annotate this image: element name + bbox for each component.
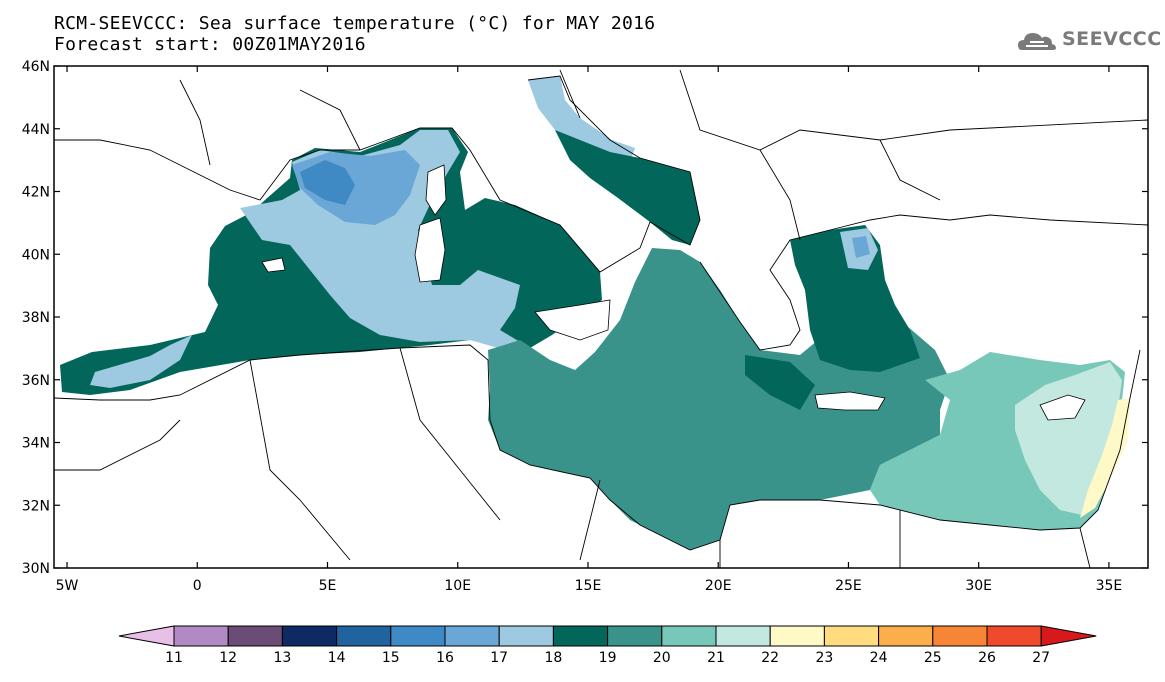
colorbar-swatch xyxy=(336,625,392,647)
lat-tick-label: 46N xyxy=(22,59,50,75)
lon-tick-label: 0 xyxy=(193,578,202,594)
colorbar-tick-label: 26 xyxy=(978,650,996,666)
colorbar-swatch xyxy=(607,625,663,647)
colorbar-tick-label: 25 xyxy=(923,650,942,666)
lon-tick-label: 15E xyxy=(575,578,602,594)
lat-tick-label: 36N xyxy=(22,373,50,389)
lat-tick-label: 40N xyxy=(22,247,50,263)
colorbar-tick-label: 13 xyxy=(273,650,292,666)
lon-tick-label: 10E xyxy=(444,578,471,594)
lon-tick-label: 20E xyxy=(705,578,732,594)
colorbar-over-triangle xyxy=(1040,625,1097,647)
lat-tick-label: 32N xyxy=(22,498,50,514)
colorbar-swatch xyxy=(281,625,338,647)
sst-zone-lion-16 xyxy=(300,160,355,205)
latitude-axis: 46N 44N 42N 40N 38N 36N 34N 32N 30N xyxy=(22,59,1148,577)
colorbar-swatch xyxy=(552,625,609,647)
colorbar-swatch xyxy=(661,625,717,647)
colorbar-tick-label: 19 xyxy=(598,650,617,666)
colorbar-swatch xyxy=(444,625,500,647)
island-crete xyxy=(814,391,886,411)
colorbar-swatch xyxy=(715,625,771,647)
sst-zone-crete-19 xyxy=(745,355,815,410)
colorbar-tick-label: 14 xyxy=(327,650,346,666)
colorbar-swatch xyxy=(769,625,825,647)
colorbar-swatch xyxy=(227,625,283,647)
sst-zone-alboran-18 xyxy=(90,335,192,388)
lat-tick-label: 34N xyxy=(22,436,50,452)
map-title-line2: Forecast start: 00Z01MAY2016 xyxy=(54,34,366,55)
country-borders xyxy=(54,69,1148,568)
colorbar-swatch xyxy=(173,625,229,647)
sea-surface-temperature-field xyxy=(60,76,1130,550)
sst-zone-levant-23 xyxy=(1080,398,1130,518)
island-mallorca xyxy=(261,257,286,273)
colorbar-tick-label: 23 xyxy=(815,650,834,666)
lon-tick-label: 5W xyxy=(56,578,79,594)
lat-tick-label: 38N xyxy=(22,310,50,326)
colorbar-swatch xyxy=(878,625,934,647)
colorbar-swatch xyxy=(823,625,880,647)
sst-zone-adriatic-19 xyxy=(555,130,700,245)
colorbar-tick-label: 15 xyxy=(381,650,400,666)
sst-zone-aegean-19 xyxy=(790,225,920,372)
logo-text: SEEVCCC xyxy=(1062,28,1162,50)
colorbar-swatch xyxy=(986,625,1042,647)
colorbar-tick-label: 27 xyxy=(1032,650,1051,666)
lon-tick-label: 30E xyxy=(965,578,992,594)
colorbar-tick-label: 24 xyxy=(869,650,888,666)
colorbar-tick-label: 11 xyxy=(165,650,183,666)
island-cyprus xyxy=(1039,394,1086,421)
colorbar-swatch xyxy=(932,625,988,647)
colorbar-tick-label: 21 xyxy=(707,650,725,666)
colorbar-swatch xyxy=(390,625,446,647)
colorbar-tick-label: 16 xyxy=(436,650,454,666)
island-sicily xyxy=(534,299,611,341)
lat-tick-label: 42N xyxy=(22,185,50,201)
colorbar-tick-label: 12 xyxy=(219,650,238,666)
map-title-line1: RCM-SEEVCCC: Sea surface temperature (°C… xyxy=(54,13,656,34)
colorbar-tick-label: 22 xyxy=(761,650,780,666)
lon-tick-label: 35E xyxy=(1096,578,1123,594)
island-corsica xyxy=(425,164,447,216)
sst-zone-adriatic-18 xyxy=(528,76,635,168)
lat-tick-label: 44N xyxy=(22,122,50,138)
lat-tick-label: 30N xyxy=(22,561,50,577)
colorbar xyxy=(118,625,1097,647)
island-sardinia xyxy=(414,217,446,283)
sst-zone-aegean-17 xyxy=(852,236,870,258)
sst-zone-central-20 xyxy=(488,248,950,550)
colorbar-swatch xyxy=(498,625,554,647)
colorbar-tick-label: 20 xyxy=(652,650,671,666)
colorbar-tick-label: 18 xyxy=(544,650,563,666)
lon-tick-label: 25E xyxy=(835,578,862,594)
longitude-axis: 5W 0 5E 10E 15E 20E 25E 30E 35E xyxy=(56,66,1123,594)
colorbar-tick-label: 17 xyxy=(490,650,509,666)
colorbar-under-triangle xyxy=(118,625,175,647)
cloud-icon xyxy=(1018,33,1056,50)
lon-tick-label: 5E xyxy=(319,578,337,594)
